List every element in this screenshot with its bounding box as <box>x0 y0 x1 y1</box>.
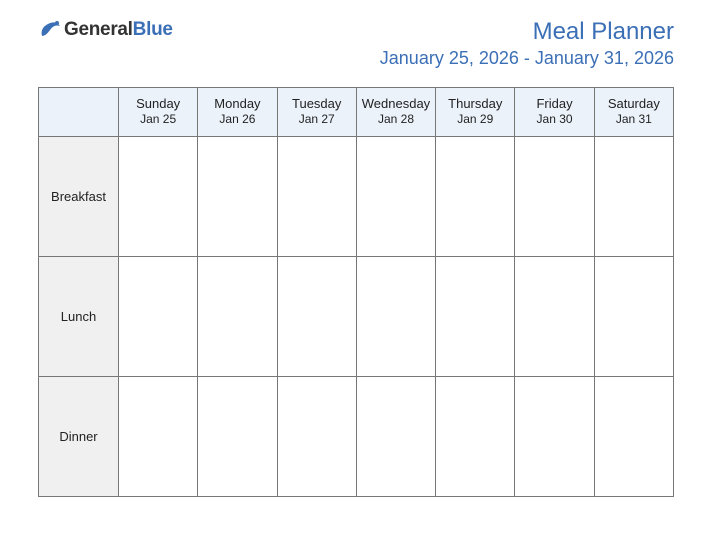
meal-cell[interactable] <box>198 137 277 257</box>
day-name: Saturday <box>599 96 669 111</box>
meal-label: Breakfast <box>39 137 119 257</box>
date-range: January 25, 2026 - January 31, 2026 <box>380 48 674 69</box>
day-header: Sunday Jan 25 <box>119 88 198 137</box>
logo-swoosh-icon <box>38 18 62 42</box>
meal-cell[interactable] <box>119 137 198 257</box>
meal-cell[interactable] <box>198 257 277 377</box>
page-container: GeneralBlue Meal Planner January 25, 202… <box>0 0 712 517</box>
meal-cell[interactable] <box>515 257 594 377</box>
meal-label: Lunch <box>39 257 119 377</box>
meal-cell[interactable] <box>277 377 356 497</box>
meal-cell[interactable] <box>436 257 515 377</box>
day-name: Tuesday <box>282 96 352 111</box>
day-header: Friday Jan 30 <box>515 88 594 137</box>
day-header: Monday Jan 26 <box>198 88 277 137</box>
meal-row-breakfast: Breakfast <box>39 137 674 257</box>
day-name: Monday <box>202 96 272 111</box>
meal-cell[interactable] <box>119 257 198 377</box>
corner-cell <box>39 88 119 137</box>
day-date: Jan 29 <box>440 112 510 126</box>
day-date: Jan 31 <box>599 112 669 126</box>
header-row: Sunday Jan 25 Monday Jan 26 Tuesday Jan … <box>39 88 674 137</box>
day-name: Sunday <box>123 96 193 111</box>
day-date: Jan 25 <box>123 112 193 126</box>
day-date: Jan 27 <box>282 112 352 126</box>
header-row: GeneralBlue Meal Planner January 25, 202… <box>38 18 674 69</box>
day-name: Wednesday <box>361 96 431 111</box>
day-header: Thursday Jan 29 <box>436 88 515 137</box>
meal-cell[interactable] <box>356 137 435 257</box>
day-header: Wednesday Jan 28 <box>356 88 435 137</box>
day-name: Thursday <box>440 96 510 111</box>
day-date: Jan 30 <box>519 112 589 126</box>
logo-text-general: General <box>64 19 133 41</box>
meal-cell[interactable] <box>436 137 515 257</box>
meal-cell[interactable] <box>436 377 515 497</box>
meal-label: Dinner <box>39 377 119 497</box>
day-header: Tuesday Jan 27 <box>277 88 356 137</box>
day-date: Jan 28 <box>361 112 431 126</box>
page-title: Meal Planner <box>380 18 674 46</box>
meal-cell[interactable] <box>594 377 673 497</box>
meal-cell[interactable] <box>356 377 435 497</box>
meal-cell[interactable] <box>515 377 594 497</box>
day-date: Jan 26 <box>202 112 272 126</box>
meal-cell[interactable] <box>277 137 356 257</box>
day-header: Saturday Jan 31 <box>594 88 673 137</box>
title-block: Meal Planner January 25, 2026 - January … <box>380 18 674 69</box>
meal-row-dinner: Dinner <box>39 377 674 497</box>
day-name: Friday <box>519 96 589 111</box>
meal-cell[interactable] <box>119 377 198 497</box>
meal-cell[interactable] <box>594 137 673 257</box>
meal-cell[interactable] <box>515 137 594 257</box>
meal-cell[interactable] <box>277 257 356 377</box>
logo-text-blue: Blue <box>133 19 173 41</box>
meal-cell[interactable] <box>198 377 277 497</box>
meal-cell[interactable] <box>356 257 435 377</box>
meal-planner-table: Sunday Jan 25 Monday Jan 26 Tuesday Jan … <box>38 87 674 497</box>
logo: GeneralBlue <box>38 18 173 42</box>
meal-row-lunch: Lunch <box>39 257 674 377</box>
meal-cell[interactable] <box>594 257 673 377</box>
